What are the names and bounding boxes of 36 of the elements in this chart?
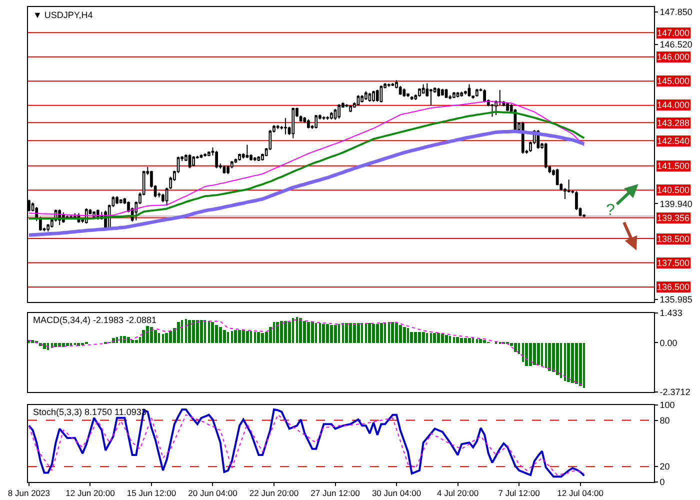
y-tick-label: 147.850 xyxy=(660,7,692,18)
x-tick-label: 15 Jun 12:00 xyxy=(126,488,176,498)
ref-line-label: 137.500 xyxy=(657,258,690,268)
ref-line-label: 144.000 xyxy=(657,100,690,110)
y-tick-label: 146.520 xyxy=(660,39,692,50)
y-tick-label: 20 xyxy=(660,462,670,472)
y-tick-label: 100 xyxy=(660,400,675,410)
x-tick-label: 8 Jun 2023 xyxy=(8,488,50,498)
text: ? xyxy=(606,202,615,219)
ref-line-label: 139.356 xyxy=(657,213,690,223)
x-tick-label: 20 Jun 04:00 xyxy=(188,488,238,498)
x-tick-label: 12 Jul 04:00 xyxy=(557,488,604,498)
ref-line-label: 147.000 xyxy=(657,28,690,38)
y-tick-label: 139.940 xyxy=(660,198,692,209)
ref-line-label: 138.500 xyxy=(657,234,690,244)
chart-title: MACD(5,34,4) -2.1983 -2.0881 xyxy=(33,315,157,325)
x-tick-label: 4 Jul 20:00 xyxy=(436,488,479,498)
ref-line-label: 146.000 xyxy=(657,52,690,62)
ref-line-label: 142.540 xyxy=(657,136,690,146)
y-tick-label: -2.3712 xyxy=(660,387,690,398)
x-tick-label: 27 Jun 12:00 xyxy=(310,488,360,498)
y-tick-label: 135.985 xyxy=(660,294,692,305)
y-tick-label: 0.00 xyxy=(660,338,678,348)
y-tick-label: 1.433 xyxy=(660,308,682,318)
ref-line-label: 140.500 xyxy=(657,185,690,195)
ref-line-label: 145.000 xyxy=(657,76,690,86)
x-tick-label: 12 Jun 20:00 xyxy=(66,488,116,498)
ref-line-label: 141.500 xyxy=(657,161,690,171)
y-tick-label: 80 xyxy=(660,415,670,426)
chart-title: ▼ USDJPY,H4 xyxy=(33,10,93,20)
x-tick-label: 30 Jun 04:00 xyxy=(372,488,422,498)
y-tick-label: 0 xyxy=(660,477,665,488)
ref-line-label: 136.500 xyxy=(657,282,690,292)
x-tick-label: 7 Jul 12:00 xyxy=(498,488,540,498)
ref-line-label: 143.288 xyxy=(657,118,690,128)
x-tick-label: 22 Jun 20:00 xyxy=(249,488,299,498)
